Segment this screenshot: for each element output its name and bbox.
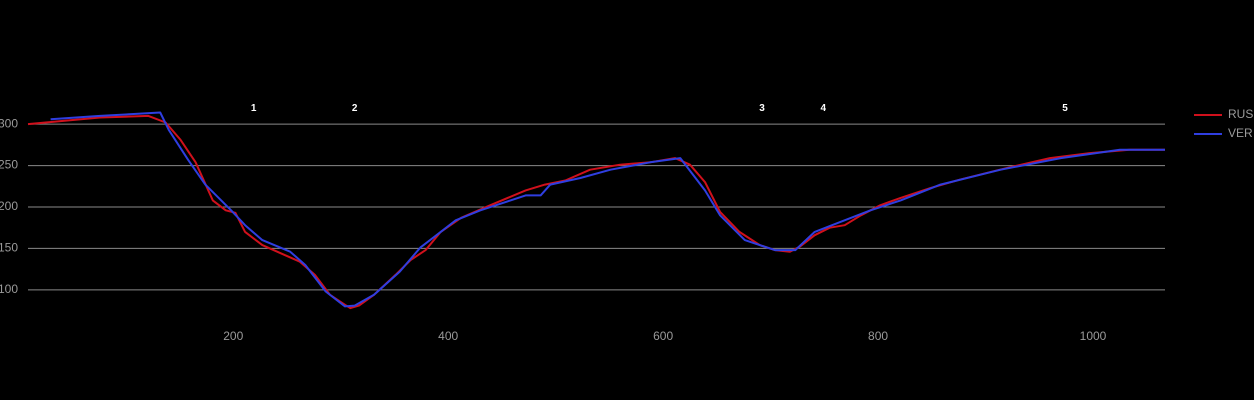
annotation: 3: [759, 103, 765, 114]
annotation: 1: [251, 103, 257, 114]
x-tick-label: 400: [438, 329, 458, 343]
legend-label: RUS: [1228, 107, 1253, 121]
y-tick-label: 150: [0, 241, 18, 255]
legend-label: VER: [1228, 126, 1253, 140]
series-line: [27, 114, 1165, 310]
x-tick-label: 1000: [1080, 329, 1107, 343]
x-tick-label: 200: [223, 329, 243, 343]
x-tick-label: 600: [653, 329, 673, 343]
annotation: 2: [352, 103, 358, 114]
y-tick-label: 250: [0, 158, 18, 172]
y-tick-label: 300: [0, 116, 18, 130]
y-tick-label: 200: [0, 199, 18, 213]
y-tick-label: 100: [0, 282, 18, 296]
series-line: [50, 111, 1165, 308]
annotation: 5: [1062, 103, 1068, 114]
x-tick-label: 800: [868, 329, 888, 343]
annotation: 4: [820, 103, 826, 114]
